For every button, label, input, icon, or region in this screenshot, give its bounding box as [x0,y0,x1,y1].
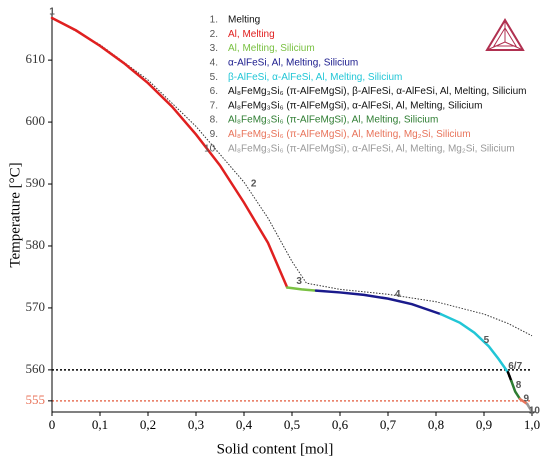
legend-number: 5. [210,72,218,83]
curve-label: 9 [523,394,529,405]
curve-label: 3 [296,276,302,287]
legend-label: Al₈FeMg₃Si₆ (π-AlFeMgSi), α-AlFeSi, Al, … [228,100,482,111]
legend-label: α-AlFeSi, Al, Melting, Silicium [228,58,358,69]
series-line [314,289,443,316]
legend-label: β-AlFeSi, α-AlFeSi, Al, Melting, Siliciu… [228,72,402,83]
legend-number: 2. [210,29,218,40]
series-line [285,286,318,292]
curve-label: 10 [529,405,541,416]
x-tick-label: 0,2 [140,417,156,432]
logo [485,18,525,51]
legend-number: 9. [210,129,218,140]
series-line [525,402,534,414]
y-axis-title: Temperature [°C] [7,162,23,267]
x-tick-label: 0,5 [284,417,300,432]
curve-label: 1 [49,6,55,17]
x-tick-label: 0,1 [92,417,108,432]
x-tick-label: 0,6 [332,417,349,432]
y-tick-label: 560 [26,361,46,376]
legend-number: 8. [210,115,218,126]
y-tick-label: 580 [26,237,46,252]
x-tick-label: 0,8 [428,417,444,432]
x-tick-label: 0,7 [380,417,397,432]
curve-label: 5 [484,335,490,346]
x-tick-label: 1,0 [524,417,540,432]
x-axis-title: Solid content [mol] [217,441,334,457]
legend-label: Al₈FeMg₃Si₆ (π-AlFeMgSi), Al, Melting, S… [228,115,438,126]
curve-label: 2 [251,179,257,190]
legend-number: 3. [210,43,218,54]
legend-label: Al, Melting [228,29,275,40]
legend-number: 7. [210,100,218,111]
legend-number: 10. [204,143,218,154]
y-tick-label: 610 [26,51,46,66]
x-tick-label: 0,4 [236,417,253,432]
curve-label: 4 [395,289,401,300]
legend-number: 4. [210,58,218,69]
legend-label: Melting [228,15,260,26]
legend-label: Al₈FeMg₃Si₆ (π-AlFeMgSi), β-AlFeSi, α-Al… [228,86,527,97]
x-tick-label: 0,9 [476,417,492,432]
legend-label: Al, Melting, Silicium [228,43,315,54]
y-tick-label: 570 [26,299,46,314]
series-line [50,16,289,289]
y-tick-label: 555 [26,392,46,407]
curve-label: 8 [516,380,522,391]
curve-label: 6/7 [508,361,522,372]
x-tick-label: 0 [49,417,56,432]
x-tick-label: 0,3 [188,417,204,432]
legend-label: Al₈FeMg₃Si₆ (π-AlFeMgSi), α-AlFeSi, Al, … [228,143,515,154]
equilibrium-line [51,17,533,337]
legend-number: 1. [210,15,218,26]
series-line [510,379,522,401]
legend-number: 6. [210,86,218,97]
legend-label: Al₈FeMg₃Si₆ (π-AlFeMgSi), Al, Melting, M… [228,129,471,140]
series-line [518,397,529,406]
y-tick-label: 590 [26,175,46,190]
series-line [439,312,510,374]
y-tick-label: 600 [26,113,46,128]
